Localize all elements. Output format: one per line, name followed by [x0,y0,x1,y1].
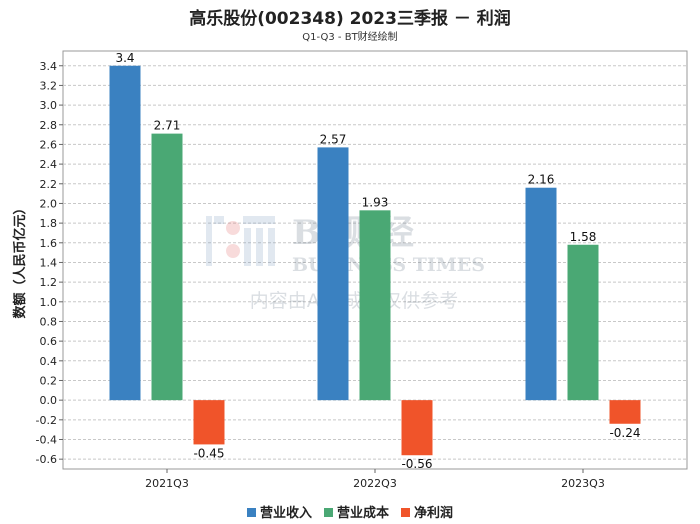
x-tick-label: 2023Q3 [561,477,605,490]
bars-layer [109,65,641,456]
bar [151,133,183,401]
y-tick-label: 0.6 [40,335,58,348]
y-tick-label: 2.8 [40,119,58,132]
bar-value-label: -0.24 [609,426,640,440]
bar-value-label: -0.56 [401,457,432,471]
y-tick-label: 2.0 [40,197,58,210]
y-tick-label: 1.0 [40,296,58,309]
legend-label: 净利润 [414,506,454,521]
value-labels-layer: 3.4 2.71 -0.45 2.57 1.93 -0.56 2.16 1.58 -0.24 [115,51,640,471]
y-tick-label: -0.4 [36,433,57,446]
y-tick-label: 1.2 [40,276,58,289]
bar [359,210,391,401]
watermark-note: 内容由AI生成，仅供参考 [250,290,459,312]
y-tick-label: 2.2 [40,178,58,191]
legend: 营业收入 营业成本 净利润 [0,502,700,521]
watermark-logo-icon [206,216,275,266]
bar [193,400,225,445]
legend-label: 营业收入 [259,506,312,521]
y-tick-label: 3.2 [40,79,58,92]
bar-value-label: 2.16 [528,173,555,187]
y-tick-label: 1.8 [40,217,58,230]
bar [525,187,557,401]
chart-title: 高乐股份(002348) 2023三季报 － 利润 [189,9,511,29]
legend-swatch [401,508,410,517]
bar [609,400,641,424]
y-tick-label: 2.6 [40,138,58,151]
y-tick-label: -0.2 [36,414,57,427]
y-tick-label: 3.4 [40,60,58,73]
legend-item: 营业收入 [246,502,312,521]
y-axis-label: 数额（人民币亿元） [12,201,28,318]
bar [401,400,433,456]
y-tick-label: 1.4 [40,256,58,269]
legend-swatch [323,508,333,517]
y-tick-label: 2.4 [40,158,58,171]
y-tick-label: 0.8 [40,315,58,328]
legend-item: 营业成本 [323,502,389,521]
y-tick-label: 0.4 [40,355,58,368]
bar [567,244,599,401]
x-tick-label: 2022Q3 [353,477,397,490]
bar-value-label: -0.45 [193,446,224,460]
bar-value-label: 1.93 [362,195,389,209]
y-tick-label: 3.0 [40,99,58,112]
y-tick-label: 0.0 [40,394,58,407]
y-tick-label: 1.6 [40,237,58,250]
legend-label: 营业成本 [336,506,389,521]
bar [317,147,349,401]
y-tick-label: -0.6 [36,453,57,466]
y-tick-label: 0.2 [40,374,58,387]
chart-subtitle: Q1-Q3 - BT财经绘制 [302,32,398,43]
watermark-logo-text: BT财经 [292,213,414,253]
bar-value-label: 3.4 [115,51,134,65]
bar-value-label: 2.57 [320,132,347,146]
bar [109,65,141,401]
bar-value-label: 1.58 [570,230,597,244]
legend-item: 净利润 [401,502,453,521]
axis-layer: -0.6 -0.4 -0.2 0.0 0.2 0.4 0.6 0.8 1.0 1.2 1.4 1.6 1… [36,60,605,490]
bar-value-label: 2.71 [154,119,181,133]
x-tick-label: 2021Q3 [145,477,189,490]
legend-swatch [246,508,256,517]
